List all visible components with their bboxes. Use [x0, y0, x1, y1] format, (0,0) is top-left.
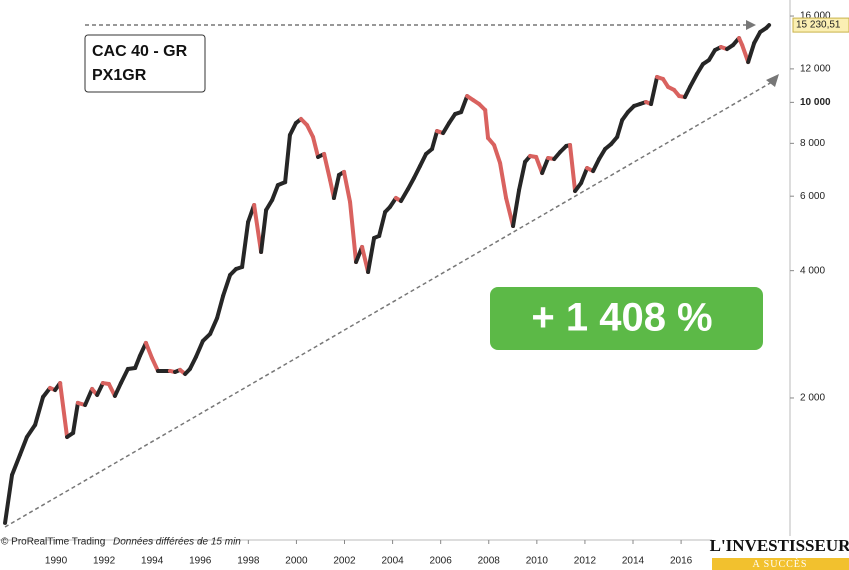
brand-background: [712, 536, 849, 558]
line-segment: [24, 422, 38, 440]
ticks: 2 000 4 000 6 000 8 000 10 000 12 000 16 000 19…: [45, 11, 831, 567]
line-segment: [568, 143, 578, 194]
last-price-box: [792, 17, 849, 33]
x-tick-label: 1990: [45, 556, 68, 567]
x-tick-label: 1996: [189, 556, 212, 567]
brand: L'INVESTISSEUR: [710, 536, 849, 555]
line-segment: [411, 164, 423, 181]
y-tick-label: 10 000: [800, 97, 831, 108]
x-tick-label: 2010: [526, 556, 549, 567]
last-price: 15 230,51: [796, 20, 841, 31]
line-segment: [579, 166, 590, 186]
x-tick-label: 2014: [622, 556, 645, 567]
line-segment: [71, 400, 80, 435]
y-tick-label: 12 000: [800, 64, 831, 75]
line-segment: [311, 134, 321, 159]
performance-badge: [490, 287, 763, 350]
price-line: [3, 23, 772, 525]
line-segment: [208, 316, 220, 336]
y-tick-label: 4 000: [800, 265, 825, 276]
line-segment: [252, 203, 264, 255]
line-segment: [270, 183, 280, 202]
line-segment: [511, 188, 522, 229]
line-segment: [540, 156, 551, 176]
line-segment: [58, 381, 70, 440]
brand-band: [712, 558, 849, 570]
x-tick-label: 2002: [333, 556, 356, 567]
line-segment: [399, 187, 410, 203]
line-segment: [187, 354, 198, 371]
arrow-head: [746, 20, 756, 30]
line-segment: [331, 173, 341, 201]
line-segment: [430, 129, 440, 151]
line-segment: [687, 71, 699, 89]
line-segment: [112, 381, 123, 398]
line-segment: [118, 366, 130, 386]
line-segment: [133, 353, 142, 370]
line-segment: [459, 94, 470, 115]
x-tick-label: 1998: [237, 556, 260, 567]
line-segment: [95, 381, 105, 397]
line-segment: [215, 293, 226, 321]
y-tick-label: 8 000: [800, 138, 825, 149]
line-segment: [149, 356, 160, 373]
line-segment: [483, 108, 491, 140]
x-tick-label: 2006: [430, 556, 453, 567]
x-tick-label: 1994: [141, 556, 164, 567]
line-segment: [649, 74, 660, 107]
line-segment: [615, 118, 625, 139]
line-segment: [418, 152, 429, 169]
y-tick-label: 2 000: [800, 393, 825, 404]
y-tick-label: 6 000: [800, 191, 825, 202]
line-segment: [366, 235, 377, 274]
line-segment: [591, 157, 602, 174]
x-tick-label: 2016: [670, 556, 693, 567]
line-segment: [283, 132, 292, 185]
info-code: PX1GR: [92, 67, 147, 84]
line-segment: [517, 159, 528, 193]
line-segment: [764, 23, 772, 31]
brand-tagline: A SUCCÈS: [753, 558, 808, 570]
line-segment: [221, 272, 233, 298]
performance-label: + 1 408 %: [531, 296, 712, 340]
info-title: CAC 40 - GR: [92, 43, 188, 60]
line-segment: [498, 160, 509, 201]
x-tick-label: 1992: [93, 556, 116, 567]
line-segment: [287, 121, 298, 137]
line-segment: [377, 210, 388, 238]
y-tick-label: 16 000: [800, 11, 831, 22]
line-segment: [322, 152, 333, 183]
line-segment: [342, 169, 353, 204]
x-tick-label: 2000: [285, 556, 308, 567]
line-segment: [10, 452, 22, 477]
line-segment: [348, 199, 359, 265]
line-segment: [259, 208, 269, 255]
line-segment: [746, 40, 757, 65]
line-segment: [752, 30, 763, 45]
line-segment: [3, 472, 15, 525]
line-segment: [83, 387, 95, 407]
line-segment: [33, 394, 46, 427]
trend-line: [4, 81, 773, 528]
x-tick-label: 2008: [478, 556, 501, 567]
line-segment: [193, 338, 205, 359]
arrow-head: [766, 74, 779, 87]
delay-note: Données différées de 15 min: [113, 537, 241, 548]
x-tick-label: 2004: [381, 556, 404, 567]
line-segment: [143, 340, 154, 361]
line-segment: [17, 435, 29, 457]
line-segment: [305, 123, 316, 139]
credit: © ProRealTime Trading: [1, 537, 105, 548]
line-segment: [405, 176, 416, 192]
x-tick-label: 2012: [574, 556, 597, 567]
line-segment: [240, 220, 251, 269]
line-segment: [492, 143, 503, 165]
info-box: [84, 34, 206, 93]
